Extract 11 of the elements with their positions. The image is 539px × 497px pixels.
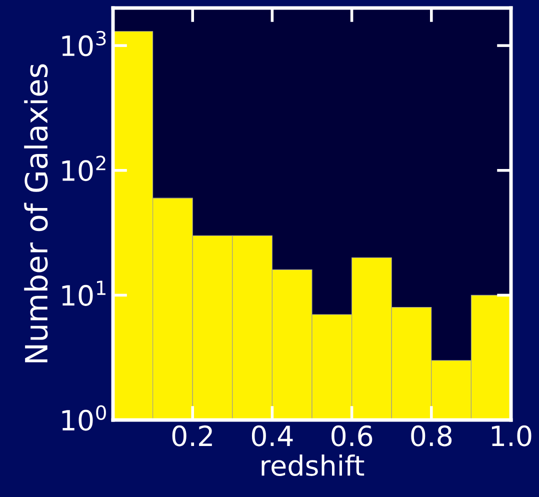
y-tick-label: 10$^{0}$ <box>62 405 106 431</box>
y-tick-label: 10$^{3}$ <box>62 30 106 56</box>
x-tick-label: 0.8 <box>411 425 452 446</box>
x-tick-label: 0.6 <box>332 425 372 446</box>
x-axis-title: redshift <box>262 454 364 476</box>
y-axis-title: Number of Galaxies <box>24 64 48 362</box>
x-tick-label: 0.2 <box>172 425 212 446</box>
x-tick-label: 1.0 <box>492 425 532 446</box>
y-tick-label: 10$^{1}$ <box>62 280 106 306</box>
x-tick-label: 0.4 <box>252 425 293 446</box>
y-tick-label: 10$^{2}$ <box>62 156 106 182</box>
